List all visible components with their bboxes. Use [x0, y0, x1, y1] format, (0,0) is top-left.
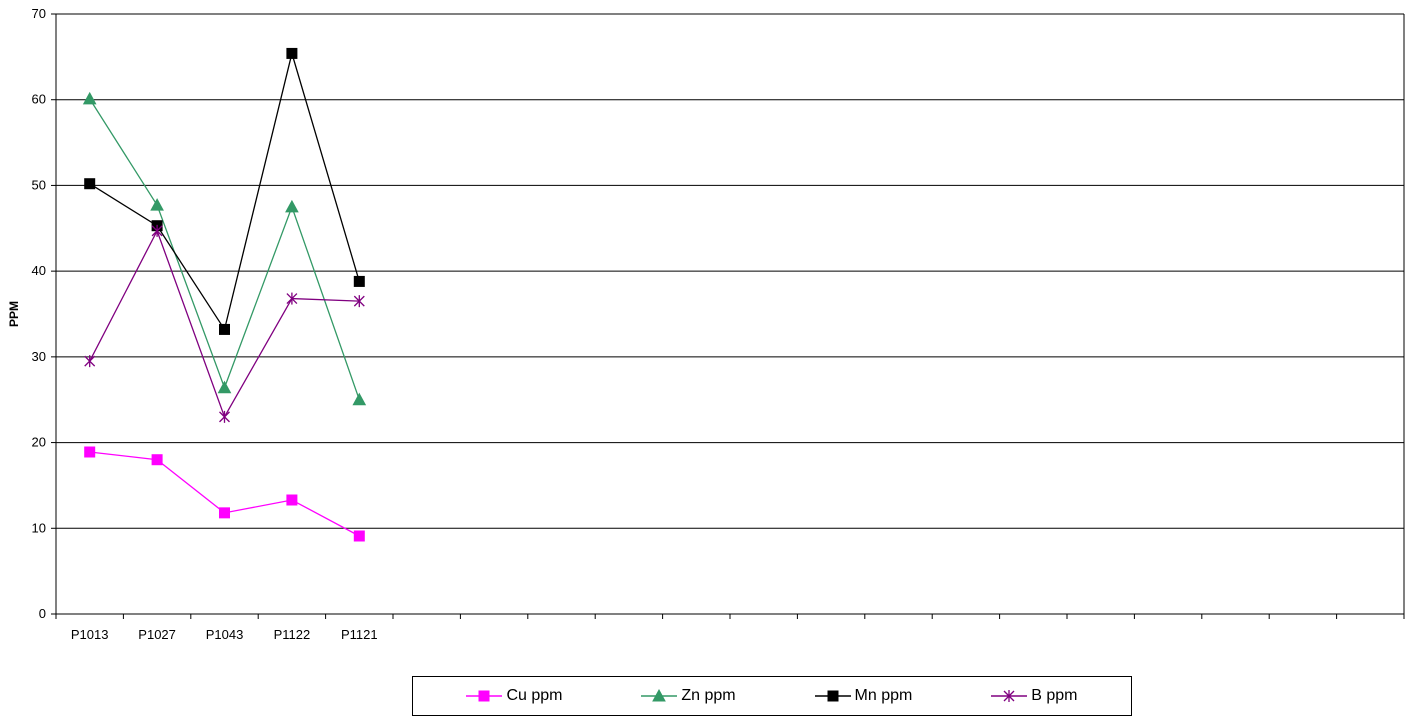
x-axis-tick-labels: P1013 P1027 P1043 P1122 P1121 [71, 627, 378, 642]
legend-swatch-mn-ppm [814, 690, 851, 702]
legend-label-b-ppm: B ppm [1031, 687, 1078, 704]
data-point-cu-ppm [84, 446, 96, 458]
legend-marker-b-ppm [1003, 690, 1015, 702]
series-mn-ppm [84, 47, 365, 335]
data-point-cu-ppm [151, 454, 163, 466]
series-cu-ppm [84, 446, 365, 542]
data-point-mn-ppm [353, 275, 365, 287]
y-tick-label: 70 [32, 6, 46, 21]
x-tick-label: P1121 [341, 627, 378, 642]
data-point-cu-ppm [353, 530, 365, 542]
legend-item-zn-ppm: Zn ppm [641, 687, 736, 705]
legend-marker-cu-ppm [478, 690, 490, 702]
data-point-zn-ppm [217, 380, 232, 394]
series-group [82, 47, 367, 542]
y-tick-label: 0 [39, 606, 46, 621]
data-point-b-ppm [286, 292, 298, 305]
data-point-cu-ppm [219, 507, 230, 519]
y-tick-label: 20 [32, 435, 46, 450]
data-point-b-ppm [353, 295, 365, 308]
y-tick-label: 50 [32, 177, 46, 192]
legend-swatch-b-ppm [991, 690, 1028, 702]
data-point-zn-ppm [82, 91, 97, 105]
series-b-ppm [84, 224, 365, 423]
data-point-zn-ppm [150, 198, 164, 211]
data-point-zn-ppm [352, 392, 367, 406]
data-point-mn-ppm [286, 47, 298, 59]
y-tick-label: 30 [32, 349, 46, 364]
legend-item-cu-ppm: Cu ppm [466, 687, 562, 705]
legend-item-b-ppm: B ppm [991, 687, 1078, 705]
legend-swatch-cu-ppm [466, 690, 503, 702]
legend-label-zn-ppm: Zn ppm [681, 687, 736, 704]
data-point-b-ppm [151, 224, 163, 237]
x-tick-label: P1027 [138, 627, 176, 642]
legend-item-mn-ppm: Mn ppm [814, 687, 913, 705]
legend: Cu ppm Zn ppm Mn ppm B ppm [412, 676, 1132, 716]
series-line-mn-ppm [89, 50, 360, 332]
data-point-mn-ppm [219, 323, 230, 335]
y-tick-label: 60 [32, 92, 46, 107]
y-tick-label: 40 [32, 263, 46, 278]
data-point-mn-ppm [84, 178, 96, 190]
data-point-b-ppm [84, 355, 96, 368]
y-axis-tick-labels: 0 10 20 30 40 50 60 70 [32, 6, 46, 621]
x-tick-label: P1043 [206, 627, 244, 642]
x-tick-label: P1013 [71, 627, 109, 642]
data-point-cu-ppm [286, 494, 298, 506]
legend-label-mn-ppm: Mn ppm [854, 687, 913, 704]
series-line-cu-ppm [89, 451, 360, 537]
legend-marker-zn-ppm [652, 688, 667, 702]
y-tick-label: 10 [32, 520, 46, 535]
data-point-b-ppm [219, 410, 230, 423]
legend-marker-mn-ppm [827, 690, 839, 702]
data-point-zn-ppm [285, 199, 299, 213]
series-zn-ppm [82, 91, 367, 406]
legend-swatch-zn-ppm [641, 688, 678, 702]
x-tick-label: P1122 [274, 627, 311, 642]
legend-label-cu-ppm: Cu ppm [506, 687, 563, 704]
y-axis-title: PPM [7, 301, 21, 327]
grid-lines [56, 13, 1404, 529]
axes [51, 13, 1405, 619]
